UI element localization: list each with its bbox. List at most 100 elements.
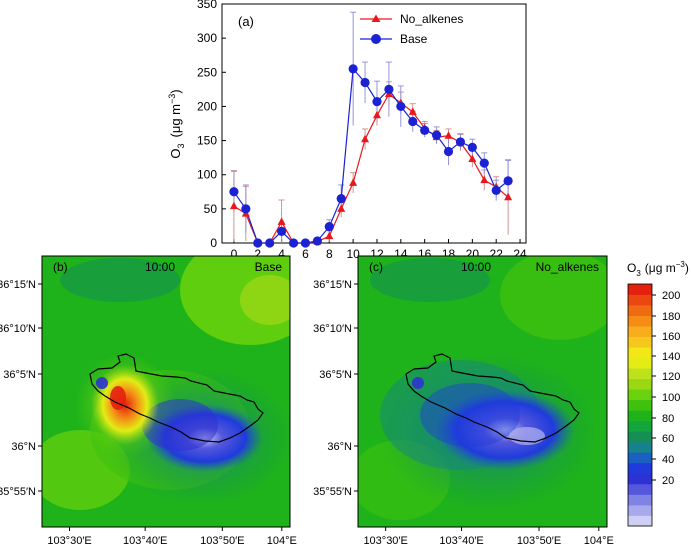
point-base — [265, 238, 275, 248]
point-base — [324, 222, 334, 232]
point-base — [408, 116, 418, 127]
point-base — [503, 176, 513, 186]
colorbar-cell — [628, 504, 652, 516]
map-c-field — [358, 256, 607, 527]
colorbar-cell — [628, 368, 652, 380]
lat-tick-label: 36°5′N — [319, 369, 352, 381]
panel-label-b: (b) — [53, 260, 68, 274]
colorbar-tick-label: 60 — [662, 433, 674, 445]
colorbar-tick-label: 200 — [662, 290, 680, 302]
lon-tick-label: 103°40′E — [123, 535, 167, 547]
colorbar-cell — [628, 305, 652, 316]
plot-frame — [221, 3, 527, 244]
point-base — [467, 142, 477, 152]
x-tick-label: 6 — [302, 247, 309, 261]
colorbar-tick-label: 100 — [662, 392, 680, 404]
colorbar-frame — [627, 283, 653, 527]
latitude-ticks-b: 36°15′N 36°10′N 36°5′N 36°N 35°55′N — [0, 279, 42, 498]
y-tick-label: 100 — [197, 168, 217, 182]
lon-tick-label: 103°40′E — [439, 535, 483, 547]
point-no-alkenes — [337, 204, 346, 212]
point-base — [348, 64, 358, 74]
lon-tick-label: 103°30′E — [363, 535, 407, 547]
y-axis-ticks: 0 50 100 150 200 250 300 350 — [197, 0, 226, 250]
colorbar-cell — [628, 389, 652, 401]
colorbar-tick-label: 40 — [662, 454, 674, 466]
panel-c: (c) 10:00 No_alkenes 36°15′N 36°10′N 36°5′… — [313, 255, 614, 547]
legend: No_alkenes Base — [360, 12, 463, 46]
colorbar-cell — [628, 462, 652, 474]
point-no-alkenes — [349, 178, 358, 186]
latitude-ticks-c: 36°15′N 36°10′N 36°5′N 36°N 35°55′N — [313, 279, 358, 498]
colorbar-cell — [628, 431, 652, 443]
point-no-alkenes — [277, 217, 286, 225]
legend-marker-no-alkenes — [371, 14, 381, 22]
point-no-alkenes — [468, 154, 477, 163]
legend-label-base: Base — [400, 32, 428, 46]
series-lines — [233, 67, 509, 244]
colorbar-cell — [628, 441, 652, 453]
point-no-alkenes — [504, 192, 513, 201]
lat-tick-label: 36°15′N — [313, 279, 352, 291]
colorbar-title: O3 (μg m−3) — [627, 260, 689, 278]
point-no-alkenes — [372, 110, 381, 119]
colorbar-cell — [628, 494, 652, 506]
case-label-b: Base — [255, 260, 283, 274]
x-tick-label: 4 — [278, 247, 285, 261]
case-label-c: No_alkenes — [536, 260, 599, 274]
city-boundary-c — [405, 353, 580, 443]
lat-tick-label: 35°55′N — [0, 486, 36, 498]
colorbar-cell — [628, 420, 652, 432]
point-base — [253, 238, 263, 248]
colorbar-cells — [628, 284, 652, 527]
lat-tick-label: 35°55′N — [313, 486, 352, 498]
colorbar: O3 (μg m−3) 200 180 160 140 120 100 80 60 40 20 — [627, 260, 689, 527]
series-markers — [229, 64, 513, 248]
colorbar-tick-label: 180 — [662, 311, 680, 323]
y-tick-label: 50 — [204, 202, 218, 216]
point-base — [491, 185, 501, 196]
longitude-ticks-c: 103°30′E 103°40′E 103°50′E 104°E — [363, 527, 614, 547]
colorbar-cell — [628, 315, 652, 327]
point-base — [360, 77, 370, 88]
colorbar-tick-label: 80 — [662, 413, 674, 425]
colorbar-cell — [628, 410, 652, 422]
legend-label-no-alkenes: No_alkenes — [400, 12, 463, 26]
lon-tick-label: 104°E — [267, 535, 297, 547]
y-tick-label: 350 — [197, 0, 217, 11]
point-base — [372, 97, 382, 107]
point-no-alkenes — [229, 201, 238, 210]
colorbar-cell — [628, 347, 652, 359]
point-base — [396, 101, 406, 112]
x-tick-label: 0 — [231, 247, 238, 261]
point-base — [336, 194, 346, 204]
panel-label-c: (c) — [369, 260, 383, 274]
colorbar-ticks: 200 180 160 140 120 100 80 60 40 20 — [652, 290, 680, 487]
panel-label-a: (a) — [238, 14, 254, 29]
x-tick-label: 2 — [254, 247, 261, 261]
colorbar-cell — [628, 378, 652, 390]
city-boundary-b — [89, 353, 264, 443]
lat-tick-label: 36°10′N — [0, 323, 36, 335]
colorbar-cell — [628, 399, 652, 411]
colorbar-cell — [628, 336, 652, 348]
y-tick-label: 200 — [197, 99, 217, 113]
colorbar-cell — [628, 294, 652, 306]
point-base — [455, 137, 466, 147]
point-base — [431, 130, 442, 140]
legend-marker-base — [371, 34, 381, 44]
lon-tick-label: 103°30′E — [47, 535, 91, 547]
longitude-ticks-b: 103°30′E 103°40′E 103°50′E 104°E — [47, 527, 297, 547]
point-base — [277, 226, 287, 236]
colorbar-cell — [628, 326, 652, 338]
lon-tick-label: 103°50′E — [517, 535, 561, 547]
lon-tick-label: 104°E — [584, 535, 614, 547]
y-tick-label: 300 — [197, 31, 217, 45]
x-tick-label: 8 — [326, 247, 333, 261]
colorbar-cell — [628, 515, 652, 527]
lat-tick-label: 36°N — [11, 441, 36, 453]
lat-tick-label: 36°N — [327, 441, 352, 453]
y-tick-label: 0 — [210, 236, 217, 250]
